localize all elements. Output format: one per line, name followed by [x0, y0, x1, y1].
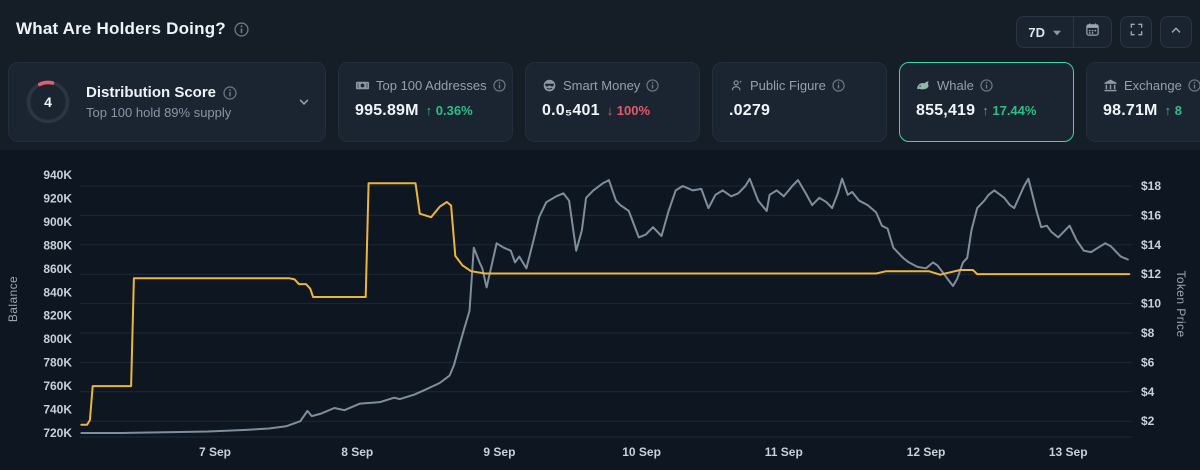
balance-tick-label: 820K [43, 309, 72, 323]
distribution-score-gauge: 4 [25, 79, 71, 125]
chevron-down-icon[interactable] [297, 95, 311, 114]
card-distribution-score[interactable]: 4 Distribution Score Top 100 hold 89% su… [8, 62, 326, 142]
balance-tick-label: 900K [43, 215, 72, 229]
balance-tick-label: 780K [43, 356, 72, 370]
card-smart-money[interactable]: Smart Money 0.0₅401 ↓ 100% [525, 62, 700, 142]
card-value: .0279 [729, 102, 771, 119]
date-tick-label: 10 Sep [622, 445, 661, 459]
banknote-icon [355, 78, 370, 93]
whale-icon [916, 78, 931, 93]
price-tick-label: $4 [1141, 385, 1155, 399]
balance-tick-label: 720K [43, 426, 72, 440]
card-label: Public Figure [750, 78, 826, 93]
chevron-up-icon [1169, 23, 1183, 42]
balance-tick-label: 920K [43, 192, 72, 206]
info-icon[interactable] [223, 85, 237, 100]
timeframe-pill: 7D [1016, 16, 1112, 48]
card-change: ↑ 0.36% [425, 103, 473, 118]
card-change: ↑ 8 [1164, 103, 1182, 118]
chevron-down-icon [1052, 23, 1062, 41]
bank-icon [1103, 78, 1118, 93]
distribution-score-value: 4 [44, 94, 52, 110]
timeframe-selector[interactable]: 7D [1017, 17, 1073, 47]
info-icon[interactable] [492, 79, 506, 92]
price-tick-label: $10 [1141, 297, 1161, 311]
balance-tick-label: 940K [43, 168, 72, 182]
info-icon[interactable] [234, 21, 249, 37]
card-value: 98.71M [1103, 102, 1158, 119]
card-value: 995.89M [355, 102, 419, 119]
info-icon[interactable] [832, 79, 845, 92]
timeframe-label: 7D [1028, 24, 1045, 40]
card-top-100-addresses[interactable]: Top 100 Addresses 995.89M ↑ 0.36% [338, 62, 513, 142]
price-tick-label: $18 [1141, 179, 1161, 193]
card-label: Exchange [1124, 78, 1182, 93]
distribution-subtitle: Top 100 hold 89% supply [86, 105, 232, 120]
date-tick-label: 9 Sep [483, 445, 515, 459]
price-tick-label: $2 [1141, 414, 1155, 428]
balance-tick-label: 740K [43, 403, 72, 417]
info-icon[interactable] [646, 79, 659, 92]
holders-chart-section: Balance Token Price 940K 920K 900K 880K 860K… [0, 150, 1200, 470]
price-tick-label: $14 [1141, 238, 1161, 252]
distribution-title: Distribution Score [86, 84, 217, 101]
info-icon[interactable] [980, 79, 993, 92]
holders-chart[interactable]: 940K 920K 900K 880K 860K 840K 820K 800K 780K 760K… [0, 150, 1200, 470]
pill-divider [1073, 17, 1074, 47]
series-line-token-price [80, 177, 1129, 434]
date-tick-label: 12 Sep [907, 445, 946, 459]
card-value: 855,419 [916, 102, 976, 119]
card-value: 0.0₅401 [542, 102, 600, 119]
collapse-button[interactable] [1160, 16, 1192, 48]
card-label: Top 100 Addresses [376, 78, 487, 93]
balance-tick-label: 860K [43, 262, 72, 276]
fullscreen-icon [1129, 22, 1144, 42]
page-title-text: What Are Holders Doing? [16, 19, 226, 38]
card-change: ↓ 100% [606, 103, 651, 118]
calendar-icon [1085, 22, 1100, 42]
distribution-texts: Distribution Score Top 100 hold 89% supp… [86, 84, 237, 120]
balance-tick-label: 840K [43, 285, 72, 299]
card-label: Whale [937, 78, 974, 93]
date-tick-label: 13 Sep [1049, 445, 1088, 459]
date-tick-label: 7 Sep [199, 445, 231, 459]
date-tick-label: 11 Sep [765, 445, 803, 459]
card-exchange[interactable]: Exchange 98.71M ↑ 8 [1086, 62, 1200, 142]
page-title: What Are Holders Doing? [16, 19, 249, 39]
price-tick-label: $12 [1141, 267, 1161, 281]
holder-category-cards: 4 Distribution Score Top 100 hold 89% su… [8, 62, 1200, 142]
card-label: Smart Money [563, 78, 641, 93]
public-figure-icon [729, 78, 744, 93]
date-tick-label: 8 Sep [341, 445, 373, 459]
balance-tick-label: 880K [43, 238, 72, 252]
card-public-figure[interactable]: Public Figure .0279 [712, 62, 887, 142]
info-icon[interactable] [1188, 79, 1200, 92]
smart-money-icon [542, 78, 557, 93]
calendar-button[interactable] [1074, 17, 1111, 47]
fullscreen-button[interactable] [1120, 16, 1152, 48]
price-tick-label: $6 [1141, 355, 1155, 369]
series-line-whale-balance [80, 182, 1131, 426]
price-tick-label: $16 [1141, 208, 1161, 222]
chart-controls: 7D [1016, 16, 1192, 48]
card-whale[interactable]: Whale 855,419 ↑ 17.44% [899, 62, 1074, 142]
card-change: ↑ 17.44% [982, 103, 1037, 118]
balance-tick-label: 800K [43, 332, 72, 346]
balance-tick-label: 760K [43, 379, 72, 393]
price-tick-label: $8 [1141, 326, 1155, 340]
